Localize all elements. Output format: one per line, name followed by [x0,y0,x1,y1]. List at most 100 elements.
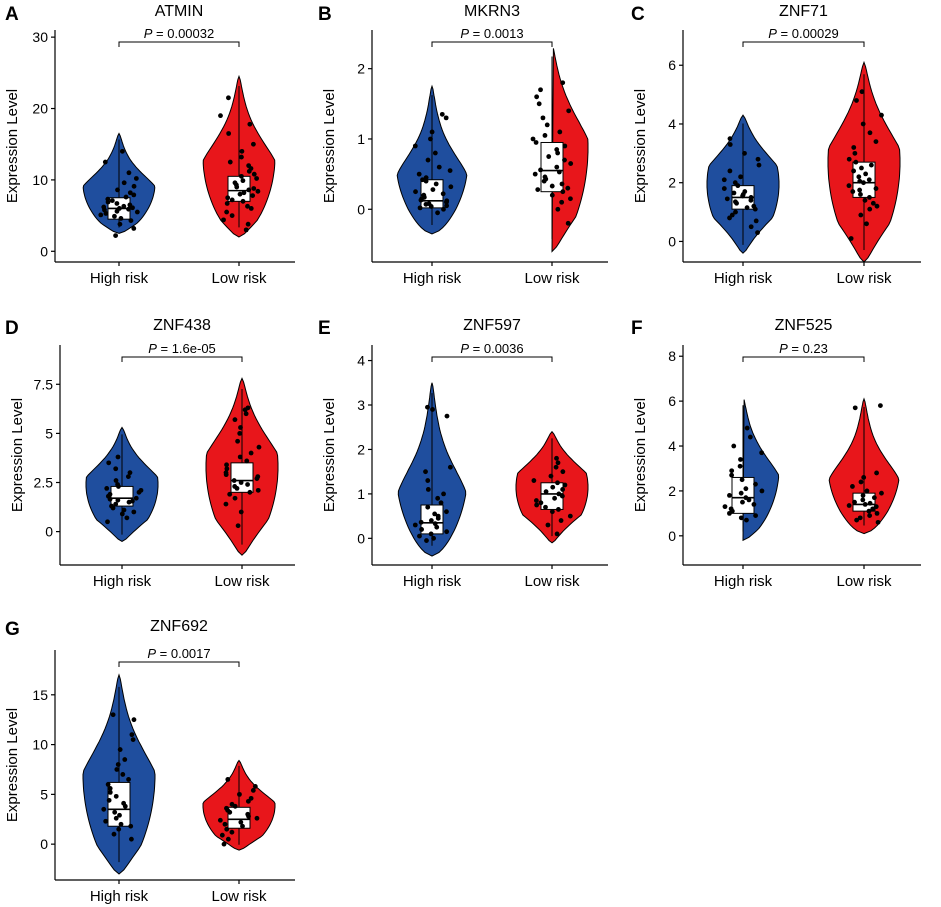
data-point [743,495,749,501]
p-value-symbol: P [148,341,157,356]
data-point [550,484,556,490]
data-point [101,806,107,812]
y-tick-label: 0 [40,836,48,852]
data-point [553,464,559,470]
data-point [127,190,133,196]
data-point [237,191,243,197]
data-point [129,498,135,504]
data-point [248,795,254,801]
data-point [877,403,883,409]
data-point [225,195,231,201]
data-point [870,200,876,206]
data-point [542,133,548,138]
data-point [755,156,761,162]
data-point [556,507,561,512]
data-point [562,157,567,163]
data-point [875,519,881,525]
data-point [753,218,759,224]
data-point [123,194,129,200]
data-point [759,450,765,456]
y-axis-label: Expression Level [321,89,338,203]
data-point [247,489,253,495]
data-point [439,111,445,117]
x-tick-label: Low risk [836,573,892,590]
data-point [848,236,854,241]
data-point [101,204,107,210]
data-point [105,519,110,525]
data-point [548,473,554,479]
data-point [121,507,127,513]
y-tick-label: 5 [45,425,53,441]
data-point [98,212,104,218]
data-point [565,185,571,191]
data-point [114,767,120,772]
chart-title: ZNF71 [779,3,828,20]
data-point [243,411,249,417]
data-point [127,470,133,476]
data-point [250,141,256,147]
data-point [874,470,879,476]
data-point [433,181,439,187]
data-point [729,212,735,218]
data-point [545,522,551,528]
data-point [850,189,856,194]
y-tick-label: 7.5 [34,376,54,392]
data-point [430,187,436,192]
y-tick-label: 0 [668,233,676,249]
data-point [540,115,546,121]
data-point [559,493,565,499]
p-value-label: P = 0.0017 [147,646,210,661]
data-point [721,186,727,191]
p-value-symbol: P [779,341,788,356]
data-point [226,95,231,101]
data-point [867,130,873,136]
data-point [874,510,880,516]
data-point [112,213,117,219]
data-point [255,188,261,194]
data-point [538,87,543,93]
data-point [549,183,555,189]
data-point [740,499,745,505]
x-tick-label: High risk [403,573,462,590]
data-point [559,199,565,205]
data-point [727,142,733,147]
y-tick-label: 3 [357,397,365,413]
significance-bracket [742,356,865,362]
chart-title: ATMIN [155,3,204,20]
data-point [543,489,549,495]
y-tick-label: 6 [668,393,676,409]
data-point [248,206,254,211]
data-point [560,469,566,475]
data-point [854,98,859,103]
data-point [732,180,738,186]
chart-title: ZNF692 [150,618,208,635]
data-point [852,499,857,505]
data-point [425,504,431,510]
data-point [721,177,727,183]
x-tick-label: High risk [403,270,462,287]
y-axis-label: Expression Level [632,89,649,203]
data-point [413,189,418,195]
data-point [560,487,566,492]
data-point [558,518,564,523]
data-point [430,407,435,412]
p-value-label: P = 0.0013 [460,26,523,41]
panel-g: G ZNF692 Expression Level 0 5 10 15 High risk Lo… [4,618,295,905]
data-point [244,458,250,464]
data-point [727,493,732,498]
data-point [440,191,446,197]
y-tick-label: 2.5 [34,475,54,491]
y-tick-label: 15 [32,687,48,703]
data-point [549,192,555,198]
data-point [562,143,568,149]
data-point [549,509,555,515]
data-point [252,784,258,789]
p-value-label: P = 0.00029 [768,26,838,41]
data-point [238,425,243,430]
data-point [867,194,872,200]
data-point [432,511,438,517]
data-point [864,488,870,494]
data-point [424,538,429,543]
data-point [543,504,548,510]
data-point [867,206,873,212]
